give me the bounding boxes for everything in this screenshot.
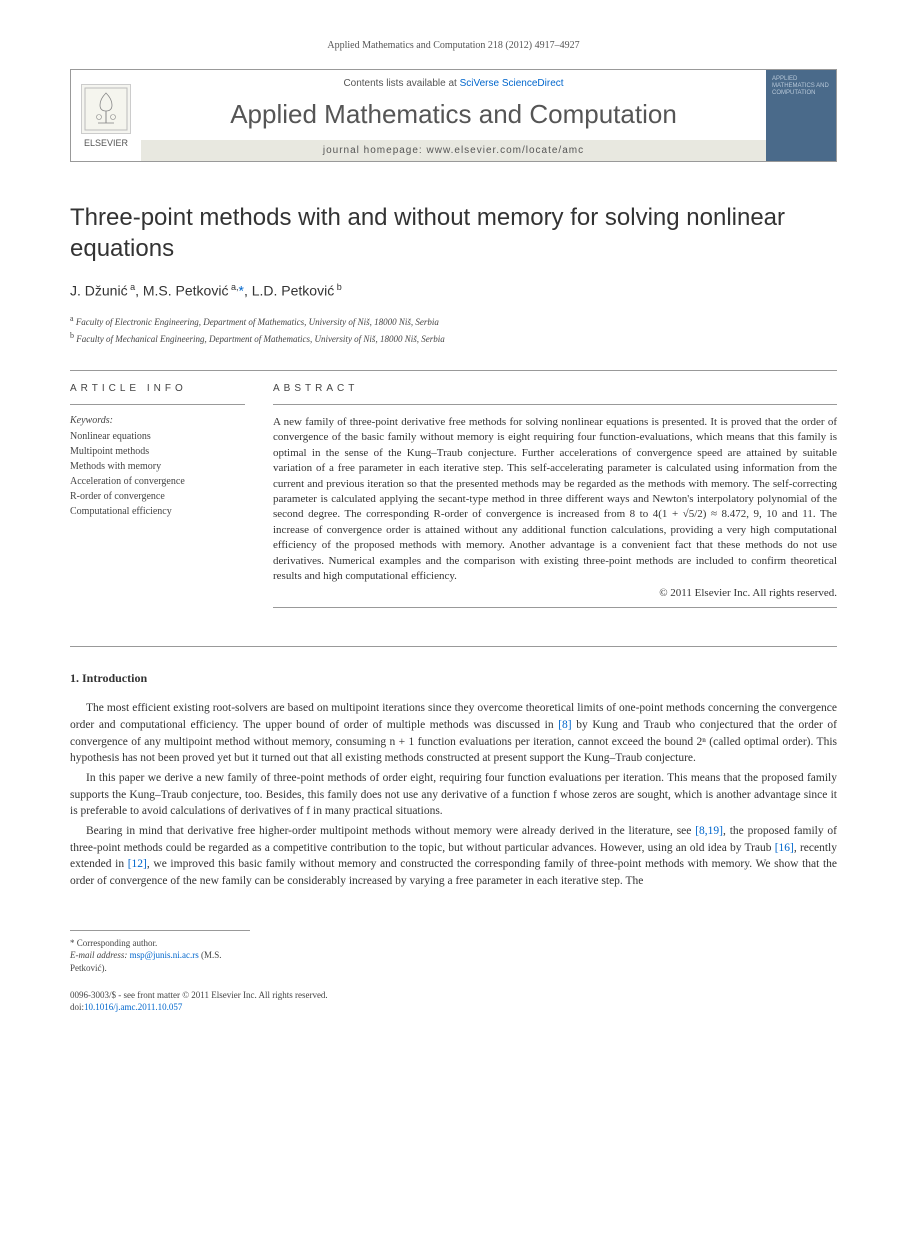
issn-line: 0096-3003/$ - see front matter © 2011 El… <box>70 989 837 1002</box>
abstract-divider <box>273 404 837 405</box>
keywords-list: Nonlinear equations Multipoint methods M… <box>70 429 245 519</box>
article-info-column: ARTICLE INFO Keywords: Nonlinear equatio… <box>70 383 245 618</box>
corresponding-footnote: * Corresponding author. E-mail address: … <box>70 930 250 975</box>
author-2-sup: a, <box>228 282 238 292</box>
author-2: M.S. Petković <box>143 283 229 299</box>
abstract-text: A new family of three-point derivative f… <box>273 415 837 584</box>
journal-homepage-line: journal homepage: www.elsevier.com/locat… <box>141 140 766 161</box>
contents-available-line: Contents lists available at SciVerse Sci… <box>141 70 766 93</box>
publication-info: 0096-3003/$ - see front matter © 2011 El… <box>70 989 837 1014</box>
article-title: Three-point methods with and without mem… <box>70 202 837 264</box>
ref-link-16[interactable]: [16] <box>775 842 794 854</box>
abstract-column: ABSTRACT A new family of three-point der… <box>273 383 837 618</box>
keyword: Nonlinear equations <box>70 429 245 444</box>
email-link[interactable]: msp@junis.ni.ac.rs <box>130 950 199 960</box>
author-1-sup: a <box>128 282 136 292</box>
ref-link-8-19[interactable]: [8,19] <box>695 825 723 837</box>
article-info-header: ARTICLE INFO <box>70 383 245 394</box>
sciencedirect-link[interactable]: SciVerse ScienceDirect <box>460 78 564 89</box>
keyword: R-order of convergence <box>70 489 245 504</box>
journal-name: Applied Mathematics and Computation <box>141 93 766 140</box>
cover-thumb-title: APPLIED MATHEMATICS AND COMPUTATION <box>772 76 830 98</box>
intro-paragraph-1: The most efficient existing root-solvers… <box>70 700 837 767</box>
keyword: Acceleration of convergence <box>70 474 245 489</box>
affiliation-b: b Faculty of Mechanical Engineering, Dep… <box>70 330 837 347</box>
keyword: Methods with memory <box>70 459 245 474</box>
keyword: Multipoint methods <box>70 444 245 459</box>
info-divider <box>70 404 245 405</box>
publisher-logo-block: ELSEVIER <box>71 70 141 161</box>
affiliations: a Faculty of Electronic Engineering, Dep… <box>70 313 837 346</box>
divider-mid <box>70 646 837 647</box>
keywords-label: Keywords: <box>70 415 245 426</box>
contents-prefix: Contents lists available at <box>343 78 459 89</box>
affiliation-a: a Faculty of Electronic Engineering, Dep… <box>70 313 837 330</box>
intro-paragraph-2: In this paper we derive a new family of … <box>70 770 837 820</box>
corr-author-label: * Corresponding author. <box>70 937 250 950</box>
ref-link-8[interactable]: [8] <box>558 719 571 731</box>
email-label: E-mail address: <box>70 950 130 960</box>
footer: * Corresponding author. E-mail address: … <box>70 930 837 1014</box>
author-3: L.D. Petković <box>252 283 334 299</box>
section-heading-intro: 1. Introduction <box>70 671 837 686</box>
authors-line: J. Džunić a, M.S. Petković a,*, L.D. Pet… <box>70 282 837 299</box>
keyword: Computational efficiency <box>70 504 245 519</box>
author-1: J. Džunić <box>70 283 128 299</box>
doi-link[interactable]: 10.1016/j.amc.2011.10.057 <box>84 1002 182 1012</box>
citation-line: Applied Mathematics and Computation 218 … <box>70 40 837 51</box>
abstract-bottom-divider <box>273 607 837 608</box>
abstract-copyright: © 2011 Elsevier Inc. All rights reserved… <box>273 587 837 599</box>
homepage-url: www.elsevier.com/locate/amc <box>427 145 585 156</box>
corresponding-author-marker[interactable]: * <box>238 283 243 299</box>
intro-paragraph-3: Bearing in mind that derivative free hig… <box>70 823 837 890</box>
journal-cover-thumb: APPLIED MATHEMATICS AND COMPUTATION <box>766 70 836 161</box>
divider-top <box>70 370 837 371</box>
journal-header-box: ELSEVIER Contents lists available at Sci… <box>70 69 837 162</box>
page-root: Applied Mathematics and Computation 218 … <box>0 0 907 1044</box>
author-3-sup: b <box>334 282 342 292</box>
publisher-name: ELSEVIER <box>84 138 128 148</box>
doi-label: doi: <box>70 1002 84 1012</box>
abstract-header: ABSTRACT <box>273 383 837 394</box>
info-abstract-row: ARTICLE INFO Keywords: Nonlinear equatio… <box>70 383 837 618</box>
homepage-label: journal homepage: <box>323 145 427 156</box>
ref-link-12[interactable]: [12] <box>128 858 147 870</box>
elsevier-tree-icon <box>81 84 131 134</box>
email-line: E-mail address: msp@junis.ni.ac.rs (M.S.… <box>70 949 250 974</box>
header-middle: Contents lists available at SciVerse Sci… <box>141 70 766 161</box>
doi-line: doi:10.1016/j.amc.2011.10.057 <box>70 1001 837 1014</box>
